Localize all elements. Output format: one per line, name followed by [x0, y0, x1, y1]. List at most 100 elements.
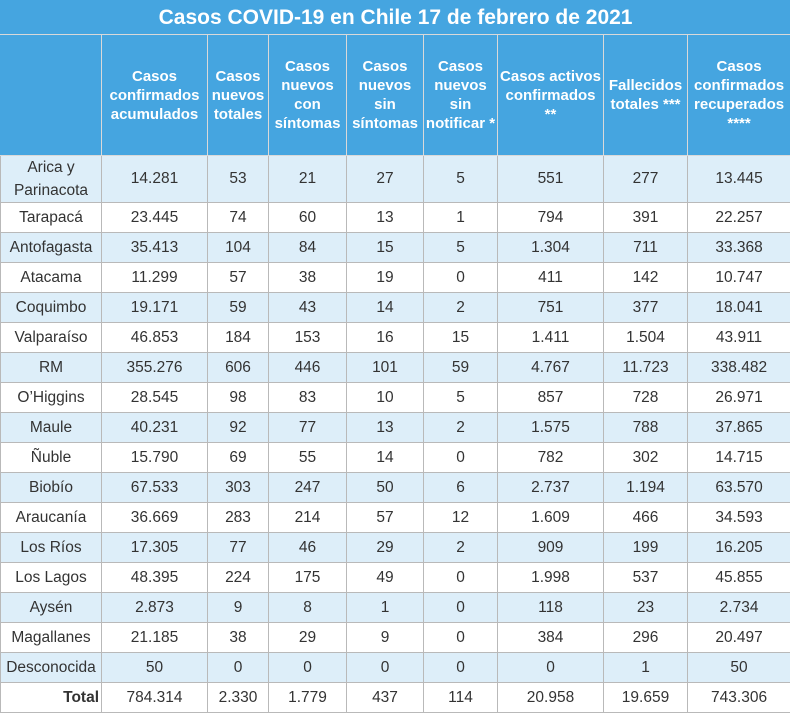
value-cell: 2.873	[101, 592, 208, 623]
value-cell: 1	[423, 202, 498, 233]
value-cell: 1.304	[497, 232, 604, 263]
column-header: Fallecidos totales ***	[603, 34, 688, 156]
value-cell: 384	[497, 622, 604, 653]
value-cell: 711	[603, 232, 688, 263]
value-cell: 5	[423, 155, 498, 203]
value-cell: 77	[207, 532, 269, 563]
value-cell: 8	[268, 592, 347, 623]
value-cell: 10	[346, 382, 424, 413]
value-cell: 788	[603, 412, 688, 443]
value-cell: 35.413	[101, 232, 208, 263]
total-value-cell: 19.659	[603, 682, 688, 713]
value-cell: 50	[686, 652, 790, 683]
value-cell: 2	[423, 292, 498, 323]
region-cell: Valparaíso	[0, 322, 102, 353]
total-row: Total 784.314 2.330 1.779 437 114 20.958 19.659…	[0, 682, 790, 713]
value-cell: 38	[207, 622, 269, 653]
value-cell: 69	[207, 442, 269, 473]
value-cell: 0	[423, 592, 498, 623]
table-row: Los Ríos 17.305 77 46 29 2 909 199 16.205	[0, 532, 790, 563]
value-cell: 15	[423, 322, 498, 353]
table-row: Atacama 11.299 57 38 19 0 411 142 10.747	[0, 262, 790, 293]
value-cell: 43.911	[686, 322, 790, 353]
value-cell: 338.482	[686, 352, 790, 383]
region-cell: Atacama	[0, 262, 102, 293]
total-value-cell: 1.779	[268, 682, 347, 713]
value-cell: 2.737	[497, 472, 604, 503]
table-row: Magallanes 21.185 38 29 9 0 384 296 20.497	[0, 622, 790, 653]
value-cell: 36.669	[101, 502, 208, 533]
value-cell: 2	[423, 532, 498, 563]
value-cell: 1.575	[497, 412, 604, 443]
total-value-cell: 784.314	[101, 682, 208, 713]
table-row: Antofagasta 35.413 104 84 15 5 1.304 711 33.368	[0, 232, 790, 263]
table-row: Araucanía 36.669 283 214 57 12 1.609 466 34.593	[0, 502, 790, 533]
table-row: Arica y Parinacota 14.281 53 21 27 5 551 277 13.…	[0, 155, 790, 203]
region-header-blank	[0, 34, 102, 156]
value-cell: 199	[603, 532, 688, 563]
value-cell: 4.767	[497, 352, 604, 383]
value-cell: 29	[346, 532, 424, 563]
value-cell: 28.545	[101, 382, 208, 413]
value-cell: 49	[346, 562, 424, 593]
column-header: Casos nuevos sin síntomas	[346, 34, 424, 156]
value-cell: 728	[603, 382, 688, 413]
value-cell: 118	[497, 592, 604, 623]
value-cell: 277	[603, 155, 688, 203]
value-cell: 63.570	[686, 472, 790, 503]
column-header: Casos nuevos totales	[207, 34, 269, 156]
value-cell: 14	[346, 292, 424, 323]
value-cell: 27	[346, 155, 424, 203]
value-cell: 12	[423, 502, 498, 533]
value-cell: 6	[423, 472, 498, 503]
table-row: Valparaíso 46.853 184 153 16 15 1.411 1.504 43.9…	[0, 322, 790, 353]
table-row: O’Higgins 28.545 98 83 10 5 857 728 26.971	[0, 382, 790, 413]
value-cell: 1.609	[497, 502, 604, 533]
table-row: Los Lagos 48.395 224 175 49 0 1.998 537 45.855	[0, 562, 790, 593]
value-cell: 18.041	[686, 292, 790, 323]
value-cell: 11.723	[603, 352, 688, 383]
region-cell: Biobío	[0, 472, 102, 503]
value-cell: 11.299	[101, 262, 208, 293]
region-cell: O’Higgins	[0, 382, 102, 413]
table-row: Ñuble 15.790 69 55 14 0 782 302 14.715	[0, 442, 790, 473]
region-cell: Maule	[0, 412, 102, 443]
value-cell: 302	[603, 442, 688, 473]
value-cell: 214	[268, 502, 347, 533]
value-cell: 37.865	[686, 412, 790, 443]
value-cell: 794	[497, 202, 604, 233]
value-cell: 46.853	[101, 322, 208, 353]
total-value-cell: 20.958	[497, 682, 604, 713]
value-cell: 283	[207, 502, 269, 533]
value-cell: 57	[346, 502, 424, 533]
column-header: Casos nuevos sin notificar *	[423, 34, 498, 156]
value-cell: 411	[497, 262, 604, 293]
table-row: Aysén 2.873 9 8 1 0 118 23 2.734	[0, 592, 790, 623]
value-cell: 782	[497, 442, 604, 473]
column-header: Casos confirmados recuperados ****	[686, 34, 790, 156]
value-cell: 26.971	[686, 382, 790, 413]
region-cell: Aysén	[0, 592, 102, 623]
value-cell: 175	[268, 562, 347, 593]
total-value-cell: 437	[346, 682, 424, 713]
value-cell: 0	[423, 652, 498, 683]
region-cell: Coquimbo	[0, 292, 102, 323]
total-value-cell: 2.330	[207, 682, 269, 713]
value-cell: 19.171	[101, 292, 208, 323]
value-cell: 5	[423, 232, 498, 263]
column-header-row: Casos confirmados acumulados Casos nuevos…	[0, 34, 790, 156]
value-cell: 0	[423, 562, 498, 593]
value-cell: 53	[207, 155, 269, 203]
value-cell: 13.445	[686, 155, 790, 203]
total-label: Total	[0, 682, 102, 713]
value-cell: 224	[207, 562, 269, 593]
value-cell: 551	[497, 155, 604, 203]
value-cell: 59	[207, 292, 269, 323]
region-cell: Los Ríos	[0, 532, 102, 563]
value-cell: 46	[268, 532, 347, 563]
value-cell: 98	[207, 382, 269, 413]
value-cell: 303	[207, 472, 269, 503]
table-row: Coquimbo 19.171 59 43 14 2 751 377 18.041	[0, 292, 790, 323]
value-cell: 9	[346, 622, 424, 653]
